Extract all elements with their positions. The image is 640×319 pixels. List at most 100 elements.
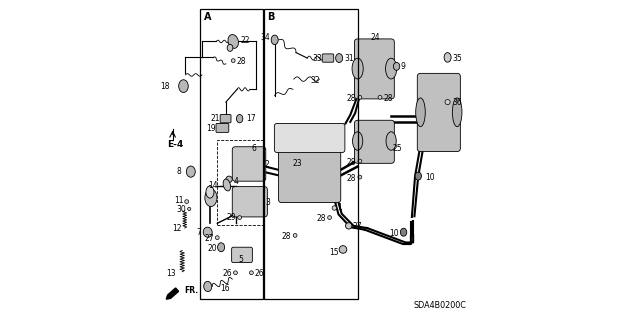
Text: 28: 28 — [347, 94, 356, 103]
Ellipse shape — [358, 95, 362, 99]
Ellipse shape — [339, 246, 347, 253]
Ellipse shape — [394, 62, 400, 70]
Text: 28: 28 — [316, 214, 326, 223]
Text: 30: 30 — [176, 205, 186, 214]
Text: 31: 31 — [344, 54, 353, 63]
Text: 4: 4 — [233, 177, 238, 186]
Ellipse shape — [358, 175, 362, 179]
Text: 17: 17 — [246, 115, 256, 123]
Text: 26: 26 — [223, 269, 232, 278]
Text: 8: 8 — [177, 167, 181, 176]
FancyBboxPatch shape — [417, 73, 460, 152]
Text: 32: 32 — [310, 76, 320, 85]
Ellipse shape — [452, 98, 462, 127]
Ellipse shape — [231, 59, 235, 63]
Text: 33: 33 — [313, 54, 323, 63]
Ellipse shape — [346, 223, 352, 229]
Text: 27: 27 — [204, 234, 214, 243]
Text: 5: 5 — [238, 256, 243, 264]
Ellipse shape — [335, 54, 342, 63]
Text: 22: 22 — [240, 36, 250, 45]
Text: 20: 20 — [207, 244, 218, 253]
Text: 27: 27 — [353, 222, 362, 231]
FancyBboxPatch shape — [355, 39, 394, 99]
Text: 28: 28 — [347, 158, 356, 167]
Ellipse shape — [358, 159, 362, 163]
Text: 21: 21 — [211, 115, 220, 123]
Ellipse shape — [250, 271, 253, 275]
Ellipse shape — [234, 271, 237, 275]
Ellipse shape — [186, 166, 195, 177]
Text: 13: 13 — [166, 269, 176, 278]
Text: 10: 10 — [390, 229, 399, 238]
FancyBboxPatch shape — [232, 247, 252, 263]
Text: 28: 28 — [236, 57, 246, 66]
Text: 26: 26 — [255, 269, 264, 278]
Ellipse shape — [386, 132, 396, 150]
Ellipse shape — [228, 34, 239, 48]
Text: 12: 12 — [172, 224, 181, 233]
FancyArrow shape — [166, 288, 179, 299]
FancyBboxPatch shape — [220, 115, 231, 123]
Ellipse shape — [415, 172, 422, 180]
Text: 9: 9 — [401, 63, 405, 71]
FancyBboxPatch shape — [355, 120, 394, 163]
Text: 15: 15 — [330, 248, 339, 256]
Ellipse shape — [204, 281, 212, 292]
Ellipse shape — [236, 115, 243, 123]
Text: 14: 14 — [208, 181, 218, 190]
Text: A: A — [204, 12, 211, 22]
Text: E-4: E-4 — [168, 140, 184, 149]
Ellipse shape — [353, 132, 363, 150]
Text: 10: 10 — [425, 173, 435, 182]
FancyBboxPatch shape — [232, 147, 266, 181]
Text: 11: 11 — [174, 197, 184, 205]
Ellipse shape — [226, 176, 232, 182]
Text: 28: 28 — [347, 174, 356, 182]
Text: FR.: FR. — [184, 286, 198, 295]
Ellipse shape — [271, 35, 278, 45]
Text: 1: 1 — [337, 204, 342, 212]
Text: 36: 36 — [452, 98, 462, 107]
Ellipse shape — [227, 44, 233, 51]
Ellipse shape — [185, 200, 189, 204]
Text: SDA4B0200C: SDA4B0200C — [413, 301, 466, 310]
Text: 23: 23 — [293, 159, 303, 168]
Text: 35: 35 — [452, 54, 462, 63]
Text: 28: 28 — [383, 94, 393, 103]
Bar — [264, 9, 358, 299]
FancyBboxPatch shape — [275, 123, 345, 152]
Text: 18: 18 — [161, 82, 170, 91]
Ellipse shape — [332, 206, 337, 210]
Ellipse shape — [206, 186, 214, 198]
Text: 34: 34 — [261, 33, 271, 42]
Ellipse shape — [237, 216, 241, 219]
Bar — [218, 140, 264, 225]
FancyBboxPatch shape — [322, 54, 333, 62]
Ellipse shape — [385, 58, 397, 79]
Ellipse shape — [444, 53, 451, 62]
FancyBboxPatch shape — [232, 187, 268, 217]
Text: 19: 19 — [207, 124, 216, 133]
Text: 3: 3 — [266, 198, 271, 207]
FancyBboxPatch shape — [278, 136, 340, 203]
Text: 25: 25 — [393, 144, 403, 153]
Ellipse shape — [223, 179, 230, 191]
Ellipse shape — [328, 216, 332, 219]
Ellipse shape — [188, 207, 191, 211]
Text: 6: 6 — [252, 144, 257, 153]
Text: 2: 2 — [264, 160, 269, 169]
Ellipse shape — [205, 189, 217, 207]
Ellipse shape — [204, 227, 212, 237]
FancyBboxPatch shape — [216, 123, 228, 132]
Ellipse shape — [445, 100, 450, 105]
Text: 29: 29 — [227, 213, 236, 222]
Text: 28: 28 — [282, 232, 291, 241]
Ellipse shape — [401, 228, 407, 236]
Ellipse shape — [218, 243, 225, 252]
Ellipse shape — [179, 80, 188, 93]
Text: 24: 24 — [371, 33, 380, 42]
Text: 7: 7 — [196, 228, 202, 237]
Ellipse shape — [378, 95, 382, 99]
Text: B: B — [268, 12, 275, 22]
